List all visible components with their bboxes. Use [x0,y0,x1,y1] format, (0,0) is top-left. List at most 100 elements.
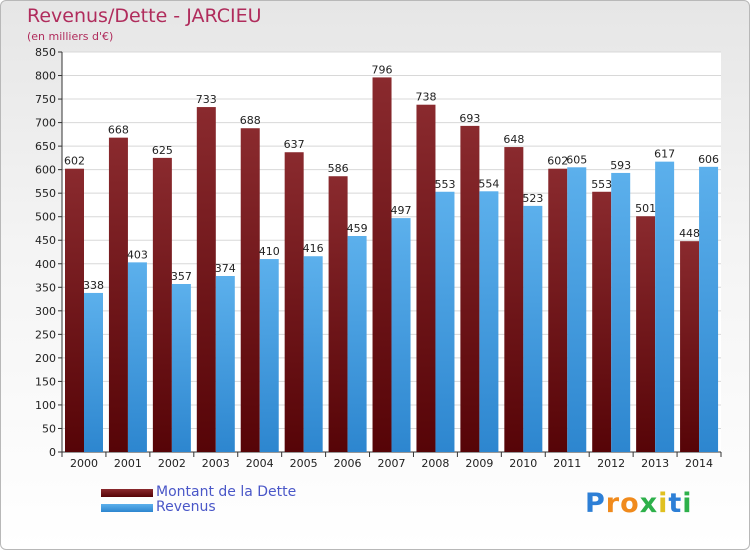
y-tick-label: 800 [35,70,56,83]
bar-revenus [567,167,587,452]
bar-dette [548,168,568,453]
x-tick-label: 2003 [202,457,230,470]
data-label-revenus: 523 [522,192,543,205]
bar-revenus [84,292,103,452]
y-tick-label: 100 [35,399,56,412]
x-tick-label: 2001 [114,457,142,470]
legend-swatch-revenus [101,504,153,512]
bar-dette [65,168,84,453]
data-label-revenus: 357 [171,270,192,283]
data-label-dette: 553 [591,178,612,191]
proxiti-logo: Proxiti [585,488,693,519]
x-tick-label: 2007 [378,457,406,470]
bar-revenus [391,218,411,452]
data-label-revenus: 403 [127,248,148,261]
x-tick-label: 2004 [246,457,274,470]
data-label-revenus: 554 [478,177,499,190]
bar-dette [636,216,656,452]
bar-revenus [655,161,675,452]
data-label-dette: 586 [328,162,349,175]
y-tick-label: 0 [49,446,56,459]
bar-revenus [435,191,455,452]
data-label-revenus: 617 [654,148,675,161]
data-label-revenus: 605 [566,153,587,166]
chart-title: Revenus/Dette - JARCIEU [27,5,262,27]
legend-label-debt: Montant de la Dette [156,484,297,500]
x-tick-label: 2012 [597,457,625,470]
bar-dette [372,77,392,452]
y-tick-label: 450 [35,234,56,247]
data-label-revenus: 606 [698,153,719,166]
bar-dette [460,125,480,452]
logo-letter: x [639,488,659,519]
y-tick-label: 550 [35,187,56,200]
bar-dette [592,191,612,452]
data-label-dette: 602 [547,155,568,168]
logo-letter: r [605,488,621,519]
y-tick-label: 350 [35,281,56,294]
data-label-dette: 693 [459,112,480,125]
bar-revenus [347,236,367,452]
y-tick-label: 600 [35,164,56,177]
bar-dette [284,152,304,452]
bar-dette [416,104,436,453]
data-label-revenus: 593 [610,159,631,172]
bar-dette [108,137,128,452]
data-label-dette: 448 [679,227,700,240]
y-tick-label: 850 [35,46,56,59]
y-tick-label: 150 [35,375,56,388]
x-tick-label: 2009 [465,457,493,470]
legend-swatch-debt [101,489,153,497]
bar-dette [240,128,260,452]
data-label-revenus: 410 [259,245,280,258]
bar-revenus [171,284,191,452]
bar-revenus [303,256,323,452]
bar-revenus [215,276,235,452]
y-tick-label: 500 [35,211,56,224]
x-tick-label: 2011 [553,457,581,470]
bar-revenus [259,259,279,452]
data-label-dette: 733 [196,93,217,106]
data-label-dette: 668 [108,124,129,137]
bar-revenus [479,191,499,452]
data-label-dette: 501 [635,202,656,215]
y-tick-label: 400 [35,258,56,271]
data-label-dette: 688 [240,114,261,127]
bar-dette [196,107,216,452]
y-tick-label: 300 [35,305,56,318]
y-tick-label: 650 [35,140,56,153]
logo-letter: t [668,488,683,519]
y-tick-label: 50 [42,422,56,435]
x-tick-label: 2010 [509,457,537,470]
bar-dette [328,176,348,452]
x-tick-label: 2013 [641,457,669,470]
bar-dette [504,147,524,452]
data-label-revenus: 338 [83,279,104,292]
x-tick-label: 2002 [158,457,186,470]
data-label-revenus: 553 [434,178,455,191]
y-tick-label: 750 [35,93,56,106]
x-tick-label: 2000 [70,457,98,470]
y-tick-label: 700 [35,117,56,130]
logo-letter: P [585,488,606,519]
chart-subtitle: (en milliers d'€) [27,30,114,43]
data-label-revenus: 459 [347,222,368,235]
bar-revenus [699,166,719,452]
x-tick-label: 2006 [334,457,362,470]
x-tick-label: 2014 [685,457,713,470]
data-label-dette: 625 [152,144,173,157]
logo-letter: o [620,488,640,519]
bar-dette [680,241,700,452]
bar-revenus [127,262,147,452]
logo-letter: i [682,488,693,519]
data-label-dette: 602 [64,155,85,168]
y-tick-label: 200 [35,352,56,365]
data-label-revenus: 416 [303,242,324,255]
data-label-dette: 738 [415,91,436,104]
x-tick-label: 2008 [421,457,449,470]
bar-revenus [611,172,631,453]
data-label-revenus: 374 [215,262,236,275]
bar-revenus [523,205,543,452]
